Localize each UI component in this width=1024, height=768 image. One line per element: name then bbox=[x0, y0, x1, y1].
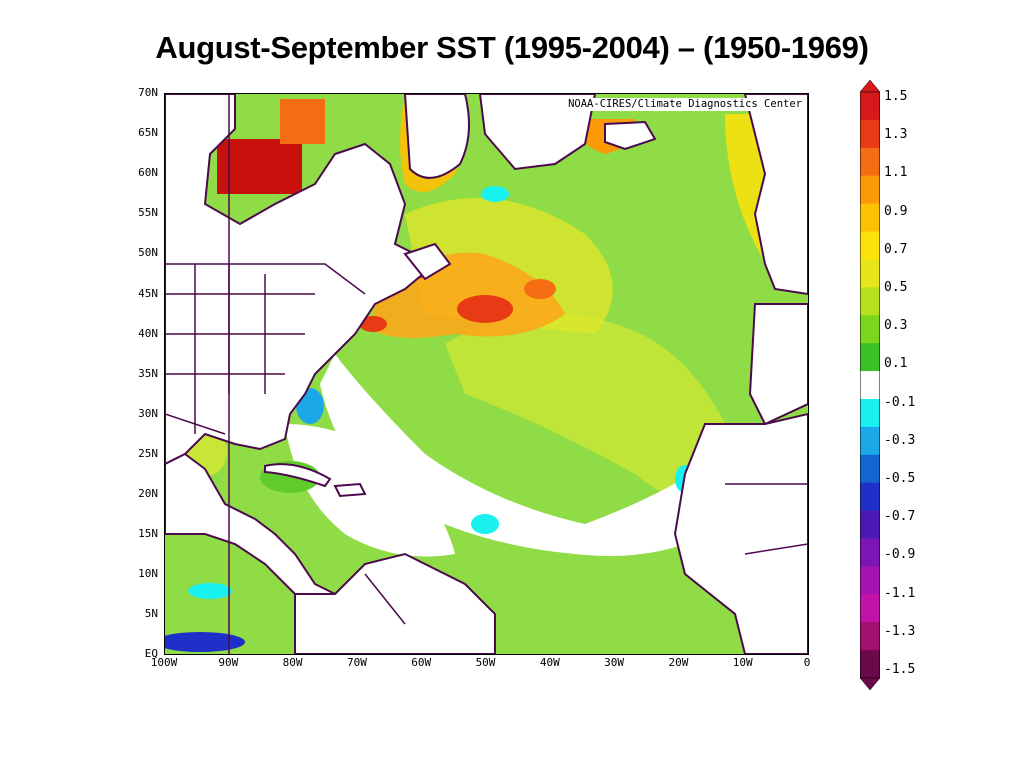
land-greenland-main bbox=[478, 94, 597, 171]
colorbar-segment bbox=[860, 371, 880, 400]
lat-label: 5N bbox=[144, 607, 158, 621]
anomaly-yellow-central bbox=[445, 312, 745, 514]
land-iceland bbox=[604, 120, 657, 151]
colorbar-tick-label: 1.3 bbox=[884, 127, 908, 143]
anomaly-neutral-caribbean bbox=[285, 424, 455, 557]
anomaly-cool-tropical bbox=[471, 514, 499, 534]
anomaly-field bbox=[165, 94, 808, 652]
lon-label: 10W bbox=[732, 656, 753, 669]
lon-label: 90W bbox=[218, 656, 239, 669]
anomaly-cool-iceland-sea bbox=[481, 186, 509, 202]
anomaly-cool-pacific-coast bbox=[188, 583, 232, 599]
lon-label: 0 bbox=[803, 656, 811, 669]
lon-label: 50W bbox=[475, 656, 496, 669]
lat-label: 60N bbox=[138, 166, 158, 180]
anomaly-red-hudson bbox=[217, 139, 302, 194]
colorbar-segment bbox=[860, 92, 880, 121]
colorbar-segment bbox=[860, 594, 880, 623]
colorbar-tick-label: 1.1 bbox=[884, 165, 908, 181]
land-greenland bbox=[403, 94, 470, 179]
lon-label: 70W bbox=[346, 656, 367, 669]
land-iberia bbox=[748, 303, 808, 426]
anomaly-red-maine bbox=[359, 316, 387, 332]
colorbar-tick-label: 0.3 bbox=[884, 318, 908, 334]
political-borders bbox=[165, 94, 808, 654]
border-africa-2 bbox=[744, 543, 808, 555]
lon-label: 40W bbox=[539, 656, 560, 669]
colorbar-tick-label: -0.9 bbox=[884, 547, 916, 563]
lat-label: 45N bbox=[138, 286, 158, 300]
lat-label: 55N bbox=[138, 206, 158, 220]
colorbar-tip-low bbox=[860, 677, 880, 690]
lat-label: 15N bbox=[138, 527, 158, 541]
lon-label: 80W bbox=[282, 656, 303, 669]
lat-label: 10N bbox=[138, 567, 158, 581]
lon-label: 60W bbox=[411, 656, 432, 669]
colorbar-segment bbox=[860, 398, 880, 428]
lon-label: 20W bbox=[668, 656, 689, 669]
lat-label: EQ bbox=[144, 647, 158, 661]
lat-label: 25N bbox=[138, 446, 158, 460]
colorbar-tick-label: -0.5 bbox=[884, 471, 916, 486]
lon-label: 100W bbox=[150, 656, 178, 669]
anomaly-orange-hudson-top bbox=[280, 99, 325, 144]
lat-label: 20N bbox=[138, 487, 158, 500]
colorbar-tick-label: -1.1 bbox=[884, 585, 916, 601]
colorbar-tip-high bbox=[860, 80, 880, 93]
colorbar-tick-label: 1.5 bbox=[884, 89, 908, 104]
lat-label: 35N bbox=[138, 366, 158, 380]
colorbar-segment bbox=[860, 231, 880, 260]
lat-label: 40N bbox=[138, 326, 158, 340]
anomaly-cold-pacific bbox=[165, 632, 245, 652]
colorbar-tick-label: 0.9 bbox=[884, 203, 908, 219]
land-europe bbox=[743, 94, 808, 296]
colorbar-segment bbox=[860, 650, 880, 679]
colorbar-segment bbox=[860, 119, 880, 149]
data-credit: NOAA-CIRES/Climate Diagnostics Center bbox=[565, 98, 805, 111]
colorbar-tick-label: -0.7 bbox=[884, 509, 916, 525]
land-south-america bbox=[294, 552, 496, 654]
lon-label: 30W bbox=[604, 656, 625, 669]
lat-label: 30N bbox=[138, 406, 158, 420]
colorbar-segment bbox=[860, 343, 880, 372]
colorbar-tick-label: -1.3 bbox=[884, 623, 916, 639]
colorbar-segment bbox=[860, 538, 880, 567]
colorbar-tick-label: -0.1 bbox=[884, 394, 916, 410]
anomaly-red-mid-atlantic bbox=[524, 279, 556, 299]
chart-title: August-September SST (1995-2004) – (1950… bbox=[155, 30, 869, 65]
land-cuba bbox=[264, 463, 332, 488]
colorbar-tick-label: 0.5 bbox=[884, 280, 908, 295]
lat-label: 70N bbox=[138, 86, 158, 99]
lat-label: 65N bbox=[138, 126, 158, 140]
colorbar-segment bbox=[860, 482, 880, 512]
colorbar bbox=[860, 80, 880, 690]
colorbar-tick-label: -1.5 bbox=[884, 662, 916, 677]
colorbar-segment bbox=[860, 287, 880, 316]
border-south-america-1 bbox=[364, 573, 406, 625]
sst-anomaly-map: NOAA-CIRES/Climate Diagnostics Center bbox=[164, 93, 809, 655]
colorbar-segment bbox=[860, 510, 880, 539]
colorbar-segment bbox=[860, 566, 880, 595]
land-central-america bbox=[165, 452, 336, 595]
colorbar-tick-label: -0.3 bbox=[884, 432, 916, 448]
colorbar-segment bbox=[860, 622, 880, 651]
land-newfoundland bbox=[403, 242, 452, 281]
border-us-canada bbox=[165, 263, 366, 295]
colorbar-tick-label: 0.1 bbox=[884, 356, 908, 372]
map-canvas bbox=[165, 94, 808, 654]
colorbar-segment bbox=[860, 454, 880, 484]
land-north-america bbox=[165, 94, 437, 466]
colorbar-segment bbox=[860, 259, 880, 288]
anomaly-red-gulfstream bbox=[457, 295, 513, 323]
colorbar-segment bbox=[860, 315, 880, 344]
lat-label: 50N bbox=[138, 246, 158, 260]
colorbar-segment bbox=[860, 203, 880, 233]
colorbar-segment bbox=[860, 147, 880, 177]
colorbar-tick-label: 0.7 bbox=[884, 241, 908, 257]
land-hispaniola bbox=[333, 482, 367, 498]
land-masses bbox=[165, 94, 808, 654]
colorbar-segment bbox=[860, 175, 880, 205]
land-africa bbox=[673, 412, 808, 654]
colorbar-segment bbox=[860, 426, 880, 456]
